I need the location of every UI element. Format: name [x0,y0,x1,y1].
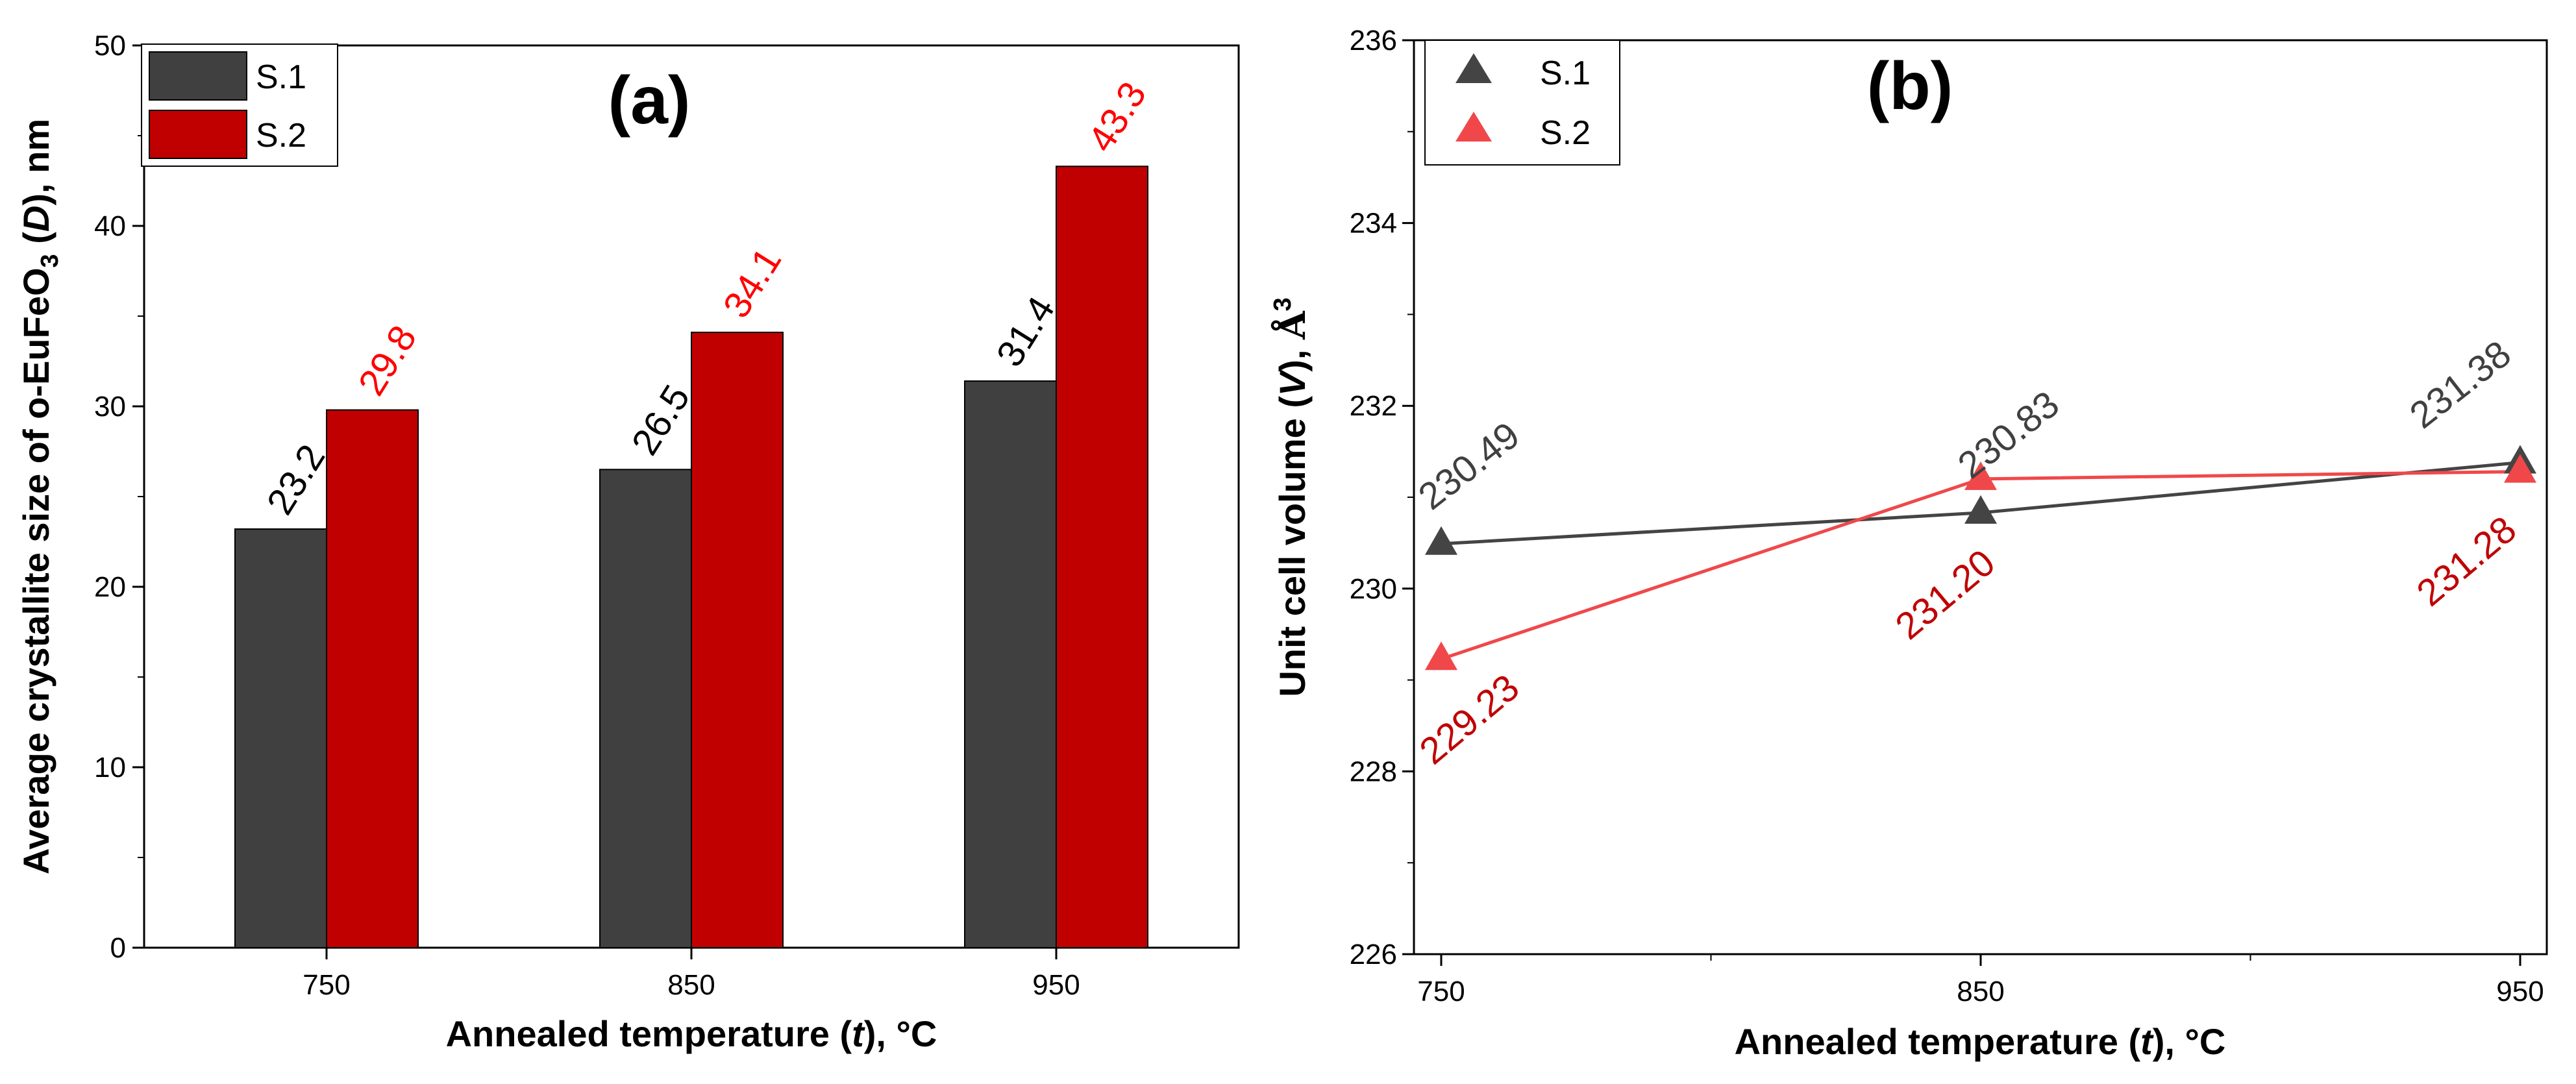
panel-a-y-axis-title-sub: 3 [36,254,64,267]
y-tick-label: 0 [110,932,126,964]
panel-b-markers [1425,445,2536,671]
y-tick-label: 230 [1350,573,1397,605]
bar-s2-750 [326,409,419,948]
legend-label-s1-b: S.1 [1540,55,1591,92]
panel-b-x-axis-title-var: t [2140,1021,2154,1062]
y-tick-label: 20 [94,571,126,603]
data-label: 230.49 [1411,414,1528,518]
panel-b-data-labels: 230.49 230.83 231.38 229.23 231.20 231.28 [1411,332,2524,772]
panel-a-bar-chart: 0 10 20 30 40 50 750 850 950 23.229.8 26.534.1 31… [16,30,1240,1054]
legend-label-s2-b: S.2 [1540,114,1591,152]
marker-s2-750 [1425,641,1457,671]
panel-a-y-axis-title-var: D [16,206,56,232]
panel-b-y-axis-title-pre: Unit cell volume ( [1272,396,1313,697]
bar-s1-850 [599,469,692,948]
marker-s1-750 [1425,526,1457,555]
legend-swatch-s2 [149,110,247,159]
x-tick-label: 750 [1417,976,1465,1007]
marker-s2-950 [2504,454,2536,483]
y-tick-label: 232 [1350,390,1397,422]
data-label: 229.23 [1412,666,1528,772]
panel-a-y-axis-title-pre: Average crystallite size of o-EuFeO [16,267,56,874]
panel-b-y-axis-title: Unit cell volume (V), Å3 [1269,297,1314,696]
panel-a-bars [234,166,1148,948]
panel-a-x-axis-title-pre: Annealed temperature ( [446,1013,852,1054]
bar-s1-750 [234,528,327,948]
panel-b-x-axis-title-post: ), °C [2153,1021,2226,1062]
data-label: 34.1 [715,241,789,325]
legend-label-s2: S.2 [256,117,306,154]
panel-b-y-ticks: 226 228 230 232 234 236 [1350,25,1414,970]
x-tick-label: 850 [1957,976,2004,1007]
y-tick-label: 226 [1350,939,1397,970]
y-tick-label: 50 [94,30,126,62]
panel-a-x-axis-title-var: t [852,1013,865,1054]
panel-b-x-axis-title: Annealed temperature (t), °C [1735,1021,2226,1062]
marker-s1-850 [1964,495,1997,524]
panel-b-x-ticks: 750 850 950 [1417,954,2544,1007]
y-tick-label: 40 [94,210,126,242]
data-label: 231.38 [2402,332,2519,436]
bar-s2-950 [1056,166,1148,948]
data-label: 43.3 [1080,75,1154,159]
data-label: 231.20 [1888,541,2003,648]
legend-label-s1: S.1 [256,58,306,96]
bar-s2-850 [691,332,784,948]
y-tick-label: 228 [1350,756,1397,787]
y-tick-label: 234 [1350,208,1397,240]
y-tick-label: 236 [1350,25,1397,56]
y-tick-label: 10 [94,752,126,783]
legend-swatch-s1 [149,51,247,101]
panel-a-x-ticks: 750 850 950 [303,948,1080,1001]
panel-b-legend-box [1424,40,1620,166]
marker-s2-850 [1964,461,1997,490]
panel-b-line-chart: 226 228 230 232 234 236 750 850 950 230.49 230.8… [1269,25,2548,1062]
bar-s1-950 [964,380,1057,948]
panel-b-y-axis-title-sup: 3 [1269,297,1296,311]
panel-b-x-axis-title-pre: Annealed temperature ( [1735,1021,2141,1062]
x-tick-label: 850 [667,969,715,1001]
panel-a-y-axis-title-mid: ( [16,232,56,254]
data-label: 231.28 [2409,508,2525,615]
y-tick-label: 30 [94,391,126,423]
legend-marker-s2 [1455,112,1492,142]
x-tick-label: 950 [1032,969,1080,1001]
data-label: 26.5 [623,378,698,462]
panel-b-y-axis-title-post: ), [1272,339,1313,372]
panel-a-y-ticks: 0 10 20 30 40 50 [94,30,144,964]
panel-a-label: (a) [608,63,690,138]
data-label: 23.2 [258,437,333,522]
panel-b-label: (b) [1867,49,1953,124]
panel-b-y-axis-title-unit: Å [1270,310,1314,340]
panel-a-x-axis-title: Annealed temperature (t), °C [446,1013,937,1054]
x-tick-label: 950 [2496,976,2544,1007]
x-tick-label: 750 [303,969,350,1001]
panel-a-y-axis-title-post: ), nm [16,119,56,206]
legend-marker-s1 [1455,53,1492,83]
panel-a-y-axis-title: Average crystallite size of o-EuFeO3 (D)… [16,119,64,874]
data-label: 230.83 [1950,383,2067,487]
data-label: 31.4 [988,289,1063,374]
panel-b-y-axis-title-var: V [1272,369,1313,396]
panel-b-legend: S.1 S.2 [1424,40,1620,166]
panel-a-legend: S.1 S.2 [141,43,338,167]
panel-a-x-axis-title-post: ), °C [864,1013,937,1054]
data-label: 29.8 [350,318,425,402]
